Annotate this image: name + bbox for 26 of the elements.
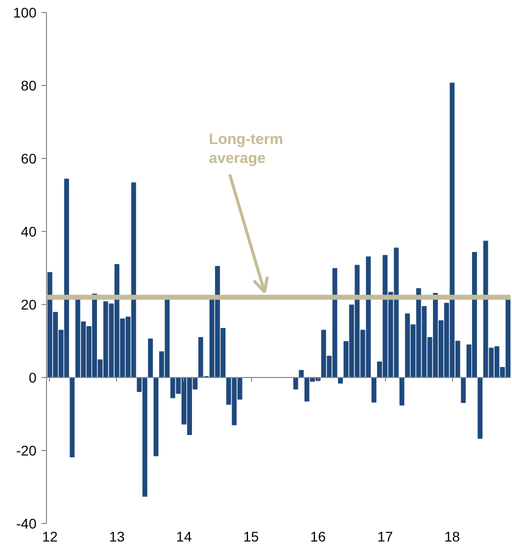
bar	[70, 377, 75, 458]
y-tick-label: 80	[20, 78, 37, 94]
x-tick-label: 17	[377, 528, 394, 544]
y-tick-label: -40	[16, 516, 37, 532]
bar	[478, 377, 483, 439]
bar	[293, 377, 298, 390]
bar	[460, 377, 466, 403]
bar	[399, 377, 404, 406]
x-tick-label: 13	[109, 528, 125, 544]
y-tick-label: 100	[13, 4, 37, 20]
x-tick-label: 16	[310, 528, 326, 544]
y-tick-label: 40	[20, 224, 37, 240]
bar	[154, 377, 158, 456]
y-tick-label: -20	[16, 442, 37, 458]
y-tick-label: 0	[28, 370, 37, 386]
y-tick-label: 20	[20, 296, 37, 312]
x-tick-label: 15	[243, 528, 260, 544]
x-tick-label: 12	[42, 528, 58, 544]
bar	[338, 377, 343, 384]
bar	[298, 370, 304, 378]
x-tick-label: 18	[444, 528, 460, 544]
y-tick-label: 60	[20, 150, 37, 166]
x-tick-label: 14	[176, 528, 192, 544]
ref-line-label: Long-term average	[208, 131, 284, 167]
bar	[372, 377, 376, 403]
bar	[148, 338, 153, 378]
